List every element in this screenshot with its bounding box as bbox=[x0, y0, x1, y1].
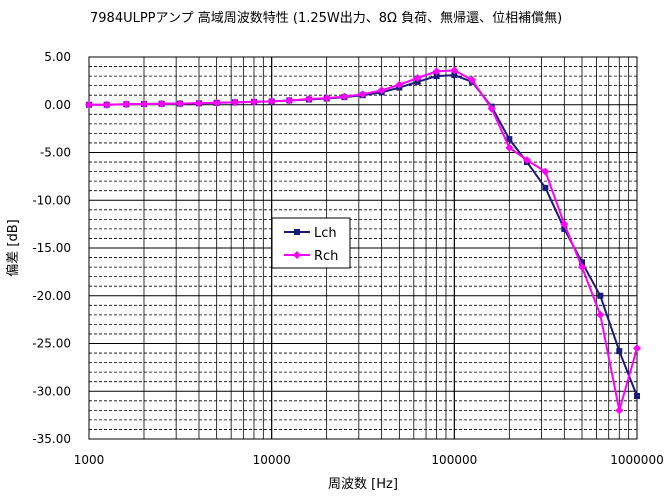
data-point-rch bbox=[157, 99, 166, 108]
data-point-rch bbox=[596, 310, 605, 319]
data-point-rch bbox=[340, 92, 349, 101]
data-point-lch bbox=[634, 393, 640, 400]
y-tick-label: 5.00 bbox=[44, 50, 71, 64]
data-point-rch bbox=[468, 75, 477, 84]
y-axis-label: 偏差 [dB] bbox=[6, 219, 21, 276]
data-point-rch bbox=[139, 99, 148, 108]
data-point-rch bbox=[285, 96, 294, 105]
x-tick-label: 10000 bbox=[253, 453, 291, 467]
data-point-rch bbox=[377, 86, 386, 95]
legend-box bbox=[271, 217, 351, 269]
data-point-lch bbox=[616, 348, 623, 355]
data-point-rch bbox=[304, 95, 313, 104]
legend-marker-lch bbox=[294, 229, 300, 235]
data-point-rch bbox=[212, 98, 221, 107]
data-point-rch bbox=[450, 66, 459, 75]
series-layer bbox=[85, 66, 641, 415]
grid bbox=[88, 56, 638, 440]
data-point-rch bbox=[249, 97, 258, 106]
data-point-rch bbox=[358, 90, 367, 99]
data-point-lch bbox=[451, 72, 458, 79]
data-point-rch bbox=[505, 143, 514, 152]
data-point-rch bbox=[633, 344, 641, 353]
y-tick-label: -10.00 bbox=[32, 193, 71, 207]
x-tick-label: 100000 bbox=[431, 453, 477, 467]
legend-marker-rch bbox=[293, 251, 301, 259]
y-tick-label: -30.00 bbox=[32, 384, 71, 398]
y-tick-label: -20.00 bbox=[32, 289, 71, 303]
data-point-rch bbox=[322, 94, 331, 103]
data-point-rch bbox=[395, 80, 404, 89]
data-point-rch bbox=[85, 100, 93, 109]
y-axis-ticks: 5.00 0.00 -5.00 -10.00 -15.00 -20.00 -25.00 -30… bbox=[32, 50, 71, 446]
data-point-lch bbox=[506, 136, 513, 143]
series-line-lch bbox=[89, 74, 638, 397]
y-tick-label: -5.00 bbox=[40, 146, 71, 160]
data-point-rch bbox=[615, 406, 624, 415]
legend: Lch Rch bbox=[271, 217, 351, 269]
chart-title: 7984ULPPアンプ 高域周波数特性 (1.25W出力、8Ω 負荷、無帰還、位… bbox=[90, 10, 562, 26]
data-point-lch bbox=[597, 292, 604, 299]
legend-label-rch: Rch bbox=[314, 249, 338, 264]
data-point-rch bbox=[432, 67, 441, 76]
data-point-rch bbox=[176, 99, 185, 108]
plot-area-border bbox=[88, 56, 638, 440]
data-point-rch bbox=[523, 156, 532, 165]
data-point-rch bbox=[231, 98, 240, 107]
data-point-lch bbox=[542, 184, 549, 191]
data-point-rch bbox=[487, 104, 496, 113]
x-axis-label: 周波数 [Hz] bbox=[328, 477, 398, 492]
y-tick-label: -15.00 bbox=[32, 241, 71, 255]
data-point-rch bbox=[413, 74, 422, 83]
legend-label-lch: Lch bbox=[314, 226, 337, 241]
data-point-rch bbox=[102, 100, 111, 109]
x-tick-label: 1000 bbox=[74, 453, 105, 467]
data-point-lch bbox=[579, 259, 586, 266]
data-point-rch bbox=[267, 97, 276, 106]
y-tick-label: -35.00 bbox=[32, 432, 71, 446]
x-axis-ticks: 1000 10000 100000 1000000 bbox=[74, 453, 664, 467]
y-tick-label: 0.00 bbox=[44, 98, 71, 112]
y-tick-label: -25.00 bbox=[32, 337, 71, 351]
series-line-rch bbox=[89, 69, 638, 412]
x-tick-label: 1000000 bbox=[610, 453, 663, 467]
data-point-rch bbox=[122, 100, 131, 109]
data-point-lch bbox=[433, 73, 440, 80]
data-point-rch bbox=[560, 220, 569, 229]
data-point-lch bbox=[561, 225, 568, 232]
data-point-rch bbox=[578, 263, 587, 272]
data-point-rch bbox=[194, 99, 203, 108]
data-point-rch bbox=[541, 167, 550, 176]
